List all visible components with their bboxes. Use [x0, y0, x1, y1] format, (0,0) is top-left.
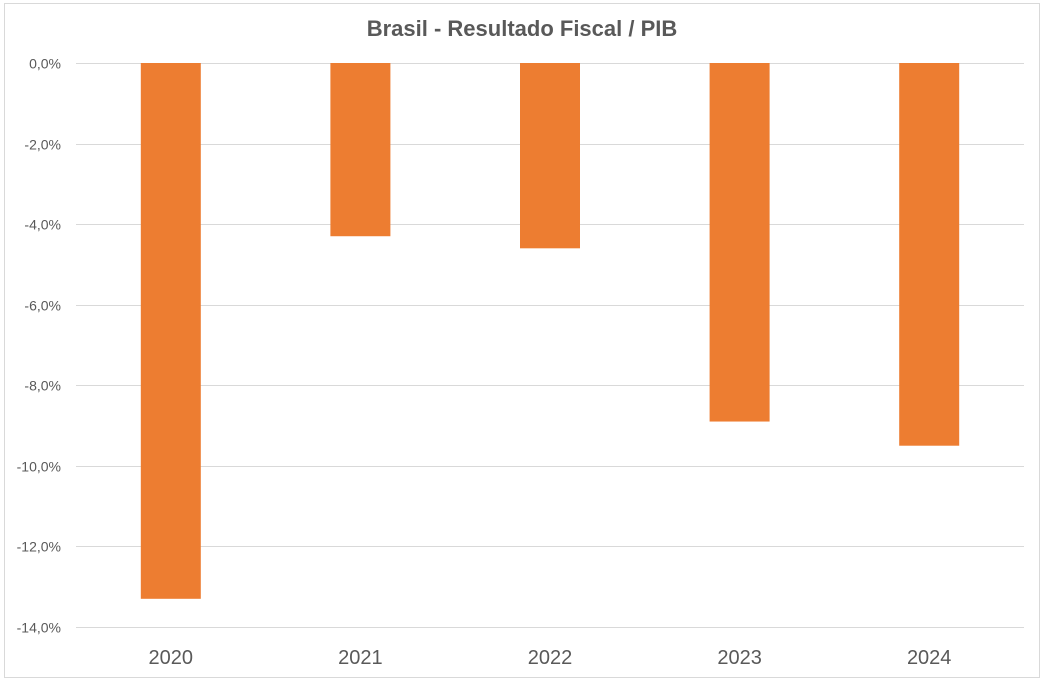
x-axis-labels: 2020 2021 2022 2023 2024	[149, 647, 952, 669]
bar-2020	[140, 63, 201, 599]
x-tick-label-2021: 2021	[338, 647, 383, 669]
y-tick-label: -10,0%	[17, 459, 61, 475]
x-tick-label-2020: 2020	[149, 647, 194, 669]
x-tick-label-2024: 2024	[907, 647, 952, 669]
bar-2021	[330, 63, 391, 237]
y-tick-label: -14,0%	[17, 620, 61, 636]
chart-title: Brasil - Resultado Fiscal / PIB	[367, 16, 678, 41]
bar-2024	[899, 63, 960, 446]
y-tick-label: -6,0%	[24, 298, 61, 314]
y-tick-label: -4,0%	[24, 217, 61, 233]
gridlines	[76, 63, 1024, 628]
y-tick-label: -8,0%	[24, 378, 61, 394]
bar-2022	[520, 63, 580, 249]
y-axis-labels: 0,0% -2,0% -4,0% -6,0% -8,0% -10,0% -12,0% -14,…	[17, 56, 61, 636]
bars	[140, 63, 960, 599]
bar-2023	[709, 63, 770, 422]
y-tick-label: 0,0%	[29, 56, 61, 72]
x-tick-label-2022: 2022	[528, 647, 573, 669]
x-tick-label-2023: 2023	[717, 647, 762, 669]
y-tick-label: -2,0%	[24, 137, 61, 153]
y-tick-label: -12,0%	[17, 539, 61, 555]
